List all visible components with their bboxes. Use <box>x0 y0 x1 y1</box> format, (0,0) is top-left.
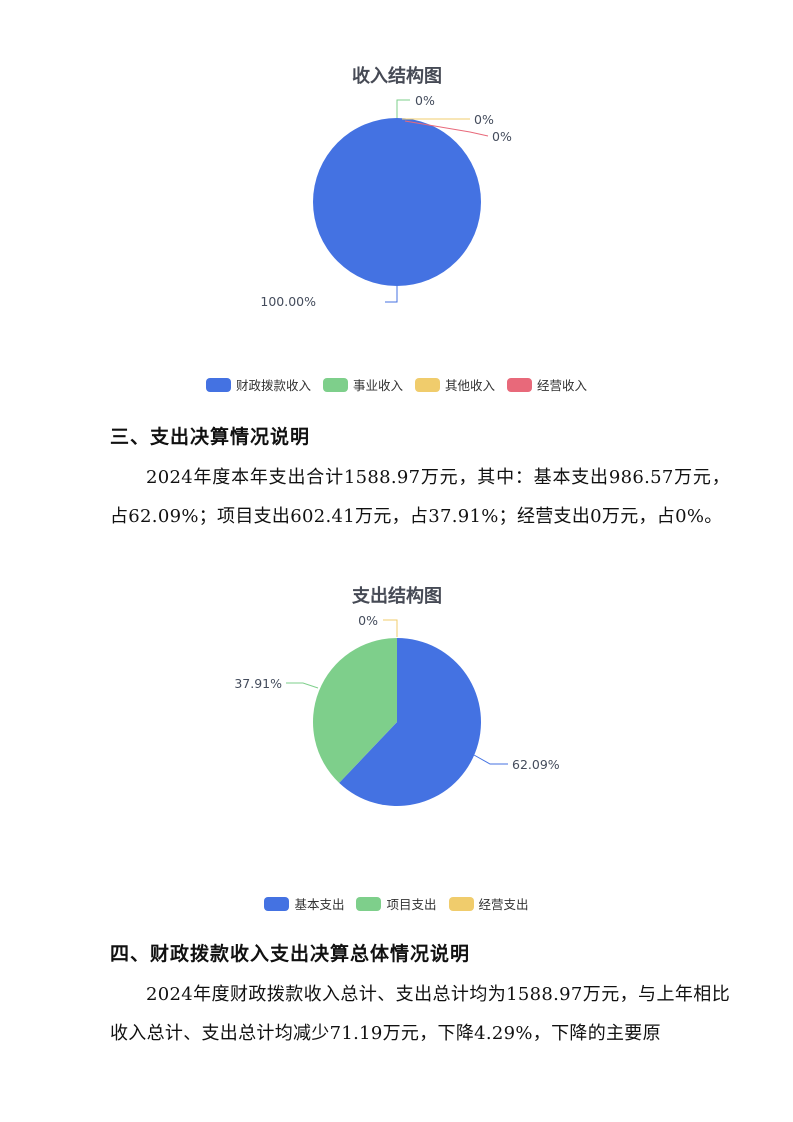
legend-swatch <box>448 896 474 911</box>
section-heading-expenditure: 三、支出决算情况说明 <box>110 426 311 448</box>
slice-label: 0% <box>358 613 378 628</box>
label-leader-line <box>286 682 319 689</box>
label-leader-line <box>473 754 508 765</box>
legend-item[interactable]: 其他收入 <box>415 375 495 394</box>
legend-item[interactable]: 项目支出 <box>356 894 437 913</box>
section-text-fiscal: 2024年度财政拨款收入总计、支出总计均为1588.97万元，与上年相比收入总计… <box>110 984 730 1044</box>
slice-label: 0% <box>492 129 512 144</box>
slice-label: 100.00% <box>260 294 316 309</box>
legend-label: 其他收入 <box>445 378 496 393</box>
chart-title: 支出结构图 <box>351 585 442 607</box>
legend-item[interactable]: 基本支出 <box>264 894 344 913</box>
slice-label: 0% <box>474 112 494 127</box>
income-structure-chart: 收入结构图 100.00% 0% 0% 0% <box>0 55 793 320</box>
pie-slice-1 <box>313 638 397 783</box>
legend-swatch <box>415 377 440 392</box>
section-heading-fiscal: 四、财政拨款收入支出决算总体情况说明 <box>110 943 471 965</box>
legend-swatch <box>264 896 290 911</box>
label-leader-line <box>383 619 398 637</box>
legend-swatch <box>507 377 533 392</box>
legend-item[interactable]: 经营支出 <box>448 894 529 913</box>
slice-label: 0% <box>415 93 435 108</box>
legend-item[interactable]: 事业收入 <box>322 375 403 394</box>
legend-item[interactable]: 财政拨款收入 <box>205 375 311 394</box>
legend-label: 经营收入 <box>537 378 588 393</box>
legend-label: 经营支出 <box>478 897 529 912</box>
legend-label: 项目支出 <box>386 897 437 912</box>
legend-label: 事业收入 <box>352 378 403 393</box>
legend-swatch <box>205 377 231 392</box>
section-text-expenditure: 2024年度本年支出合计1588.97万元，其中：基本支出986.57万元，占6… <box>110 467 730 527</box>
legend-label: 基本支出 <box>294 897 345 912</box>
expenditure-pie-svg: 支出结构图 62.09% 37.91% 0% <box>234 585 560 806</box>
income-pie-svg: 收入结构图 100.00% 0% 0% 0% <box>260 65 512 309</box>
expenditure-structure-chart: 支出结构图 62.09% 37.91% 0% <box>0 575 793 840</box>
label-leader-line <box>385 285 398 303</box>
legend-item[interactable]: 经营收入 <box>507 375 587 394</box>
label-leader-line <box>404 120 489 137</box>
legend-swatch <box>356 896 382 911</box>
slice-label: 37.91% <box>234 676 282 691</box>
expenditure-legend: 基本支出 项目支出 经营支出 <box>0 894 793 913</box>
pie-slice-0 <box>339 638 482 806</box>
legend-swatch <box>322 377 348 392</box>
income-legend: 财政拨款收入 事业收入 其他收入 经营收入 <box>0 375 793 394</box>
label-leader-line <box>396 99 410 118</box>
chart-title: 收入结构图 <box>352 65 442 87</box>
pie-slice-0 <box>313 118 481 286</box>
slice-label: 62.09% <box>512 757 560 772</box>
legend-label: 财政拨款收入 <box>235 378 311 393</box>
